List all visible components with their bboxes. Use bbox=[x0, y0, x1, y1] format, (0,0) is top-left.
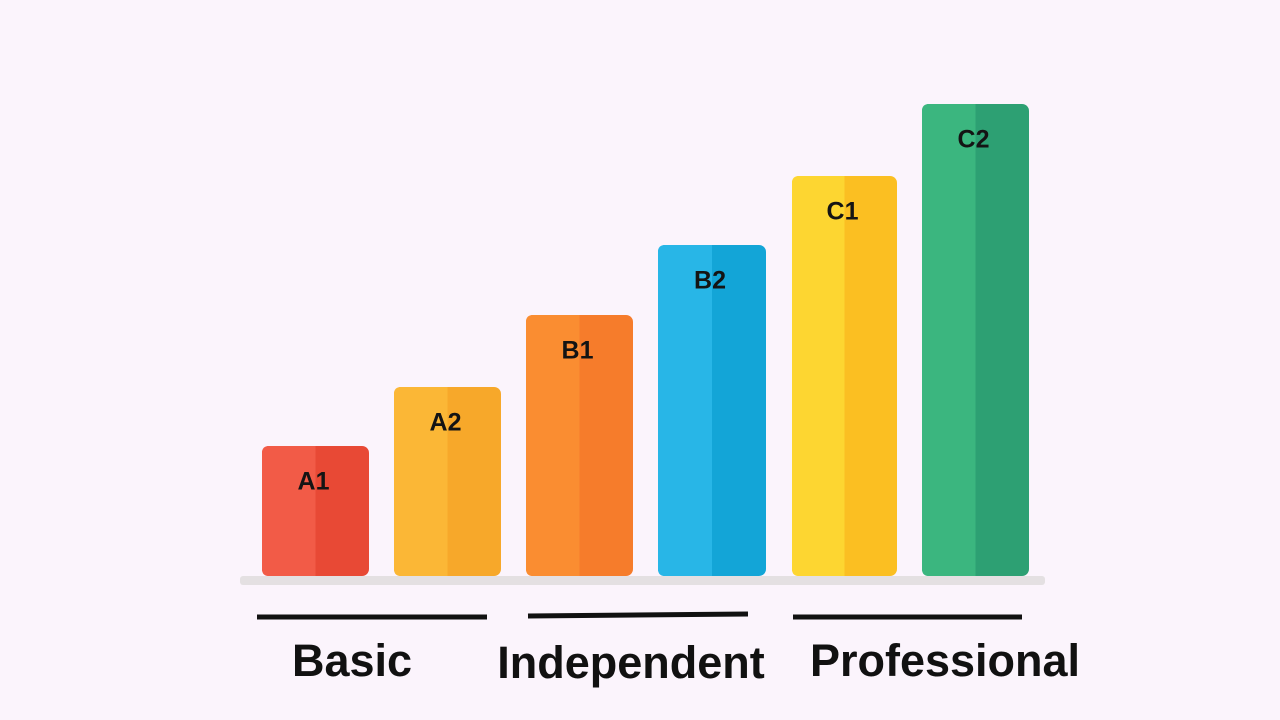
bars: A1 A2 B1 B2 C1 C2 bbox=[262, 104, 1029, 576]
bar-highlight bbox=[658, 245, 712, 576]
bar-highlight bbox=[526, 315, 580, 576]
bar-label: B2 bbox=[694, 267, 726, 295]
bar-label: A2 bbox=[430, 409, 462, 437]
group-label: Professional bbox=[810, 635, 1080, 686]
group-label: Basic bbox=[292, 635, 412, 686]
group-label: Independent bbox=[497, 637, 765, 688]
group-rule bbox=[527, 611, 749, 619]
bar-label: C2 bbox=[958, 126, 990, 154]
baseline bbox=[240, 576, 1045, 585]
bar-label: A1 bbox=[298, 468, 330, 496]
bar-highlight bbox=[262, 446, 316, 576]
bar-highlight bbox=[394, 387, 448, 576]
bar-label: C1 bbox=[827, 198, 859, 226]
bar-label: B1 bbox=[562, 337, 594, 365]
bar-highlight bbox=[922, 104, 976, 576]
bar-highlight bbox=[792, 176, 845, 576]
